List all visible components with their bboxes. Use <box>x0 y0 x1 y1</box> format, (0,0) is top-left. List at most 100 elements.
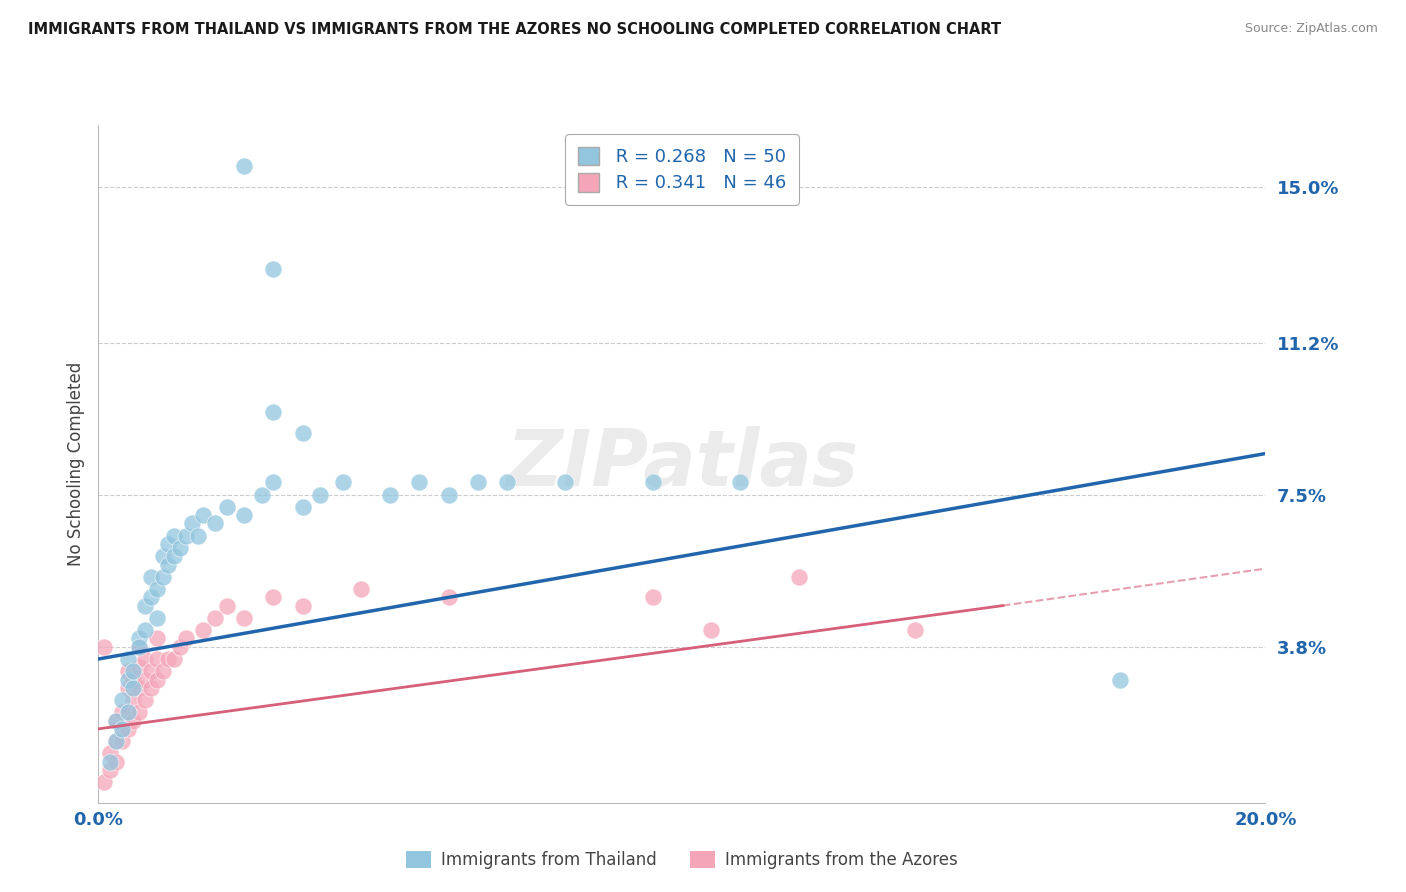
Point <box>495 475 517 490</box>
Point <box>117 673 139 687</box>
Point <box>134 624 156 638</box>
Point <box>122 714 145 728</box>
Point <box>641 475 664 490</box>
Point <box>309 488 332 502</box>
Point <box>157 537 180 551</box>
Point <box>104 734 127 748</box>
Point <box>180 516 202 531</box>
Point <box>104 734 127 748</box>
Point <box>134 599 156 613</box>
Point <box>163 549 186 564</box>
Point <box>152 665 174 679</box>
Point <box>262 261 284 276</box>
Point <box>233 159 256 173</box>
Point <box>128 640 150 654</box>
Point <box>134 652 156 666</box>
Point <box>233 611 256 625</box>
Point <box>117 681 139 695</box>
Point <box>117 652 139 666</box>
Point <box>139 681 162 695</box>
Point <box>250 488 273 502</box>
Point <box>233 508 256 523</box>
Point <box>437 591 460 605</box>
Point <box>554 475 576 490</box>
Point <box>128 681 150 695</box>
Point <box>146 652 169 666</box>
Point <box>174 632 197 646</box>
Point <box>128 660 150 674</box>
Point <box>122 681 145 695</box>
Point <box>728 475 751 490</box>
Point <box>332 475 354 490</box>
Point <box>128 632 150 646</box>
Point <box>146 611 169 625</box>
Point <box>700 624 723 638</box>
Point <box>117 665 139 679</box>
Point <box>117 706 139 720</box>
Point <box>98 763 121 777</box>
Point <box>104 755 127 769</box>
Point <box>111 722 134 736</box>
Point <box>1108 673 1130 687</box>
Point <box>111 706 134 720</box>
Point <box>291 500 314 514</box>
Y-axis label: No Schooling Completed: No Schooling Completed <box>66 362 84 566</box>
Point <box>215 500 238 514</box>
Point <box>467 475 489 490</box>
Point <box>117 706 139 720</box>
Point <box>146 673 169 687</box>
Point <box>128 706 150 720</box>
Point <box>204 611 226 625</box>
Point <box>187 529 209 543</box>
Point <box>641 591 664 605</box>
Point <box>117 722 139 736</box>
Point <box>139 570 162 584</box>
Point <box>122 673 145 687</box>
Point <box>93 775 115 789</box>
Point <box>291 425 314 440</box>
Point <box>111 734 134 748</box>
Point <box>128 640 150 654</box>
Point <box>104 714 127 728</box>
Point <box>163 529 186 543</box>
Point <box>169 640 191 654</box>
Point <box>169 541 191 555</box>
Point <box>787 570 810 584</box>
Point <box>98 747 121 761</box>
Point <box>904 624 927 638</box>
Point <box>193 508 215 523</box>
Point <box>139 665 162 679</box>
Point <box>98 755 121 769</box>
Point <box>152 570 174 584</box>
Text: Source: ZipAtlas.com: Source: ZipAtlas.com <box>1244 22 1378 36</box>
Point <box>157 558 180 572</box>
Point <box>262 475 284 490</box>
Point <box>111 693 134 707</box>
Point <box>146 582 169 596</box>
Point <box>152 549 174 564</box>
Point <box>93 640 115 654</box>
Point <box>122 693 145 707</box>
Point <box>174 529 197 543</box>
Text: IMMIGRANTS FROM THAILAND VS IMMIGRANTS FROM THE AZORES NO SCHOOLING COMPLETED CO: IMMIGRANTS FROM THAILAND VS IMMIGRANTS F… <box>28 22 1001 37</box>
Point <box>408 475 430 490</box>
Legend: Immigrants from Thailand, Immigrants from the Azores: Immigrants from Thailand, Immigrants fro… <box>399 845 965 876</box>
Point <box>134 673 156 687</box>
Text: ZIPatlas: ZIPatlas <box>506 425 858 502</box>
Point <box>157 652 180 666</box>
Point <box>139 591 162 605</box>
Point <box>193 624 215 638</box>
Point <box>122 665 145 679</box>
Point <box>350 582 373 596</box>
Point <box>204 516 226 531</box>
Point <box>111 722 134 736</box>
Point <box>104 714 127 728</box>
Point <box>262 591 284 605</box>
Point <box>291 599 314 613</box>
Point <box>378 488 402 502</box>
Point <box>437 488 460 502</box>
Point <box>163 652 186 666</box>
Point <box>134 693 156 707</box>
Point <box>215 599 238 613</box>
Point <box>146 632 169 646</box>
